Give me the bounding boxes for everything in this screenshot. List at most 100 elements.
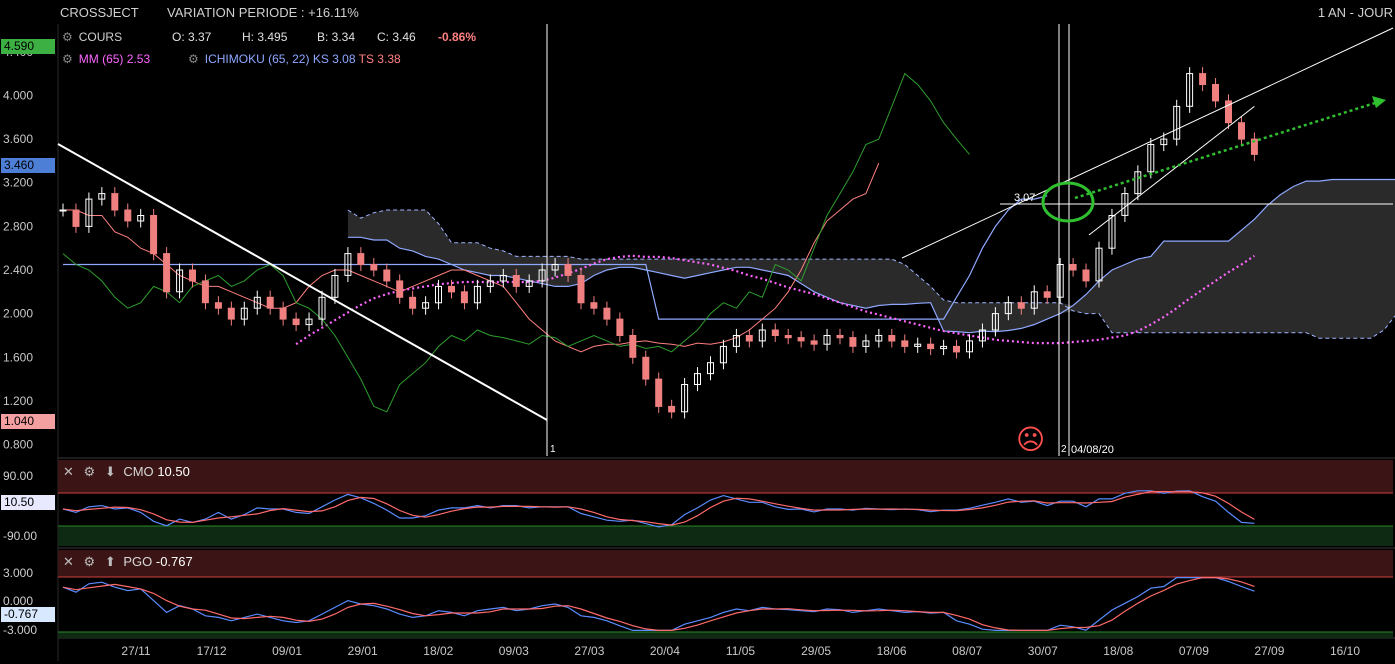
- candle-body: [409, 296, 417, 309]
- pgo-line: [62, 576, 1255, 632]
- pgo-toolbar: ✕ ⚙ ⬆ PGO -0.767: [63, 554, 193, 570]
- y-axis-ticks: 4.4004.0003.6003.2002.8002.4002.0001.600…: [3, 45, 33, 452]
- close-icon[interactable]: ✕: [63, 464, 74, 479]
- candle-body: [460, 291, 468, 304]
- candle-body: [370, 264, 378, 271]
- current-price-tag: 3.460: [1, 158, 55, 173]
- indicator-lines: [62, 72, 1256, 413]
- vertical-marker-2: 2: [1061, 444, 1067, 455]
- trendline-pullback: [1088, 106, 1255, 236]
- low-value: B: 3.34: [317, 30, 356, 44]
- ichimoku-legend[interactable]: ⚙ ICHIMOKU (65, 22) KS 3.08 TS 3.38: [188, 52, 401, 66]
- candle-body: [189, 269, 196, 282]
- candle-body: [538, 269, 546, 282]
- cmo-oversold-zone: [58, 526, 1393, 546]
- candle-body: [59, 209, 67, 212]
- candle-body: [888, 335, 896, 342]
- candle-body: [98, 193, 106, 200]
- candle-body: [953, 345, 960, 353]
- cmo-line: [62, 490, 1255, 528]
- candle-body: [383, 269, 391, 282]
- candle-body: [422, 302, 430, 309]
- candle-body: [512, 275, 520, 287]
- candle-body: [240, 307, 248, 320]
- candle-body: [214, 302, 222, 309]
- gear-icon[interactable]: ⚙: [62, 30, 73, 44]
- change-value: -0.86%: [438, 30, 477, 44]
- senkou-span-b: [347, 209, 1395, 339]
- candle-body: [810, 340, 818, 345]
- y-tick-label-9: 0.800: [3, 438, 33, 452]
- candle-body: [473, 285, 481, 304]
- gear-icon[interactable]: ⚙: [83, 464, 96, 479]
- ks-value: KS 3.08: [312, 52, 356, 66]
- candle-body: [1225, 100, 1232, 124]
- x-tick-label-12: 30/07: [1028, 644, 1058, 658]
- candle-body: [823, 335, 831, 345]
- candle-body: [1108, 215, 1116, 249]
- gear-icon[interactable]: ⚙: [62, 52, 73, 66]
- y-tick-label-2: 3.600: [3, 132, 33, 146]
- candle-body: [435, 285, 442, 304]
- candle-body: [357, 253, 365, 266]
- arrow-down-icon[interactable]: ⬇: [104, 464, 116, 479]
- candle-body: [318, 296, 326, 320]
- cmo-value-tag: 10.50: [1, 495, 55, 510]
- candle-body: [1238, 122, 1245, 140]
- x-tick-label-7: 20/04: [650, 644, 680, 658]
- x-tick-label-4: 18/02: [423, 644, 453, 658]
- candle-body: [448, 285, 455, 293]
- candle-body: [525, 280, 533, 287]
- candle-body: [124, 209, 132, 222]
- cmo-overbought-zone: [58, 460, 1393, 493]
- arrow-up-icon[interactable]: ⬆: [104, 554, 116, 569]
- ichimoku-label: ICHIMOKU (65, 22): [204, 52, 310, 66]
- candle-body: [499, 275, 507, 282]
- candle-body: [111, 193, 119, 211]
- candle-body: [655, 378, 663, 407]
- candle-body: [590, 302, 598, 309]
- candle-body: [1095, 247, 1103, 282]
- candle-body: [1147, 144, 1155, 173]
- candle-body: [1043, 291, 1051, 298]
- candle-body: [901, 340, 909, 347]
- candle-body: [991, 313, 999, 331]
- period-selector[interactable]: 1 AN - JOUR: [1317, 5, 1393, 20]
- candle-body: [758, 329, 766, 342]
- candle-body: [862, 340, 870, 347]
- x-tick-label-14: 07/09: [1179, 644, 1209, 658]
- marker-2-date: 04/08/20: [1071, 444, 1114, 456]
- candle-body: [1160, 138, 1168, 146]
- candle-body: [978, 329, 986, 342]
- vertical-marker-1: 1: [550, 444, 556, 455]
- candle-body: [1212, 84, 1219, 102]
- candle-body: [150, 215, 158, 255]
- chikou-span-line: [62, 72, 970, 413]
- cours-legend[interactable]: ⚙ COURS: [62, 30, 122, 44]
- y-tick-label-4: 2.800: [3, 219, 33, 233]
- gear-icon[interactable]: ⚙: [83, 554, 96, 569]
- pgo-tick-zero: 0.000: [3, 594, 34, 608]
- trendline-up: [901, 27, 1394, 259]
- candle-body: [1199, 73, 1207, 85]
- candle-body: [85, 198, 93, 227]
- candle-body: [253, 296, 261, 309]
- gear-icon[interactable]: ⚙: [188, 52, 199, 66]
- candle-body: [1082, 269, 1090, 282]
- x-tick-label-0: 27/11: [121, 644, 150, 658]
- projection-arrow: [1074, 101, 1376, 200]
- candle-body: [668, 405, 676, 413]
- candle-body: [305, 318, 313, 326]
- projection-arrowhead: [1372, 96, 1386, 108]
- candle-body: [564, 264, 572, 276]
- drawing-tools[interactable]: [57, 24, 1394, 456]
- mm-legend[interactable]: ⚙ MM (65) 2.53: [62, 52, 150, 66]
- ts-value: TS 3.38: [358, 52, 401, 66]
- x-tick-label-6: 27/03: [574, 644, 604, 658]
- candle-body: [137, 215, 145, 222]
- candle-body: [603, 307, 611, 320]
- x-tick-label-3: 29/01: [348, 644, 378, 658]
- close-icon[interactable]: ✕: [63, 554, 74, 569]
- pgo-label: PGO: [123, 554, 153, 569]
